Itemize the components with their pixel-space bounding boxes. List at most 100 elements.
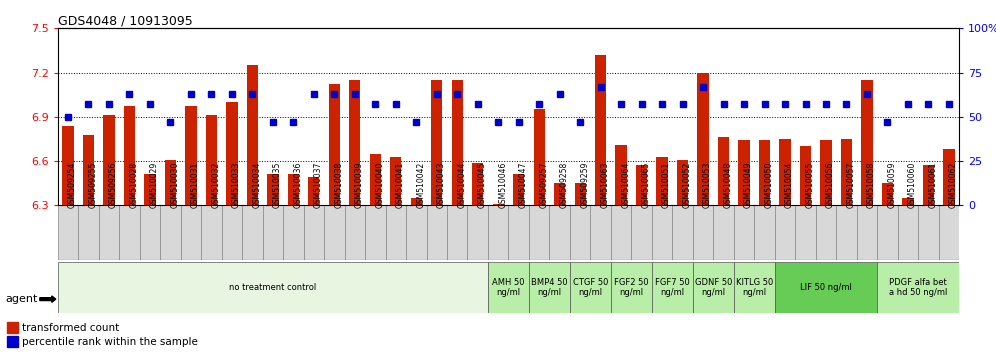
Bar bbox=[611, 262, 651, 313]
Bar bbox=[8, 322, 18, 333]
Bar bbox=[509, 205, 529, 260]
Text: agent: agent bbox=[5, 294, 38, 304]
Text: GSM510036: GSM510036 bbox=[294, 162, 303, 208]
Bar bbox=[734, 205, 754, 260]
Bar bbox=[570, 262, 611, 313]
Text: GSM510048: GSM510048 bbox=[723, 162, 733, 208]
Bar bbox=[775, 205, 795, 260]
Text: GSM510046: GSM510046 bbox=[498, 162, 507, 208]
Bar bbox=[139, 205, 160, 260]
Text: GSM510063: GSM510063 bbox=[601, 162, 610, 208]
Bar bbox=[99, 205, 120, 260]
Bar bbox=[718, 137, 729, 205]
Text: GSM509258: GSM509258 bbox=[560, 162, 569, 208]
Bar bbox=[759, 141, 770, 205]
Text: GSM509254: GSM509254 bbox=[68, 162, 77, 208]
Bar bbox=[821, 141, 832, 205]
Text: GSM509257: GSM509257 bbox=[539, 162, 548, 208]
Text: LIF 50 ng/ml: LIF 50 ng/ml bbox=[800, 283, 852, 292]
Text: GSM510039: GSM510039 bbox=[355, 162, 364, 208]
Bar bbox=[426, 205, 447, 260]
Bar bbox=[124, 107, 135, 205]
Text: GSM510049: GSM510049 bbox=[744, 162, 753, 208]
Bar bbox=[738, 141, 750, 205]
Bar bbox=[611, 205, 631, 260]
Text: GSM510060: GSM510060 bbox=[908, 162, 917, 208]
Text: GSM510035: GSM510035 bbox=[273, 162, 282, 208]
Bar bbox=[83, 135, 95, 205]
Bar bbox=[636, 165, 647, 205]
Text: GSM510041: GSM510041 bbox=[395, 162, 404, 208]
Text: GSM509255: GSM509255 bbox=[89, 162, 98, 208]
Text: GSM510054: GSM510054 bbox=[785, 162, 794, 208]
Bar bbox=[206, 115, 217, 205]
Text: GSM510052: GSM510052 bbox=[682, 162, 691, 208]
Bar bbox=[324, 205, 345, 260]
Bar bbox=[877, 205, 897, 260]
Text: GDS4048 / 10913095: GDS4048 / 10913095 bbox=[58, 14, 192, 27]
Text: percentile rank within the sample: percentile rank within the sample bbox=[23, 337, 198, 347]
Text: FGF7 50
ng/ml: FGF7 50 ng/ml bbox=[655, 278, 689, 297]
Text: GSM509259: GSM509259 bbox=[580, 162, 590, 208]
Text: GSM510062: GSM510062 bbox=[949, 162, 958, 208]
Text: PDGF alfa bet
a hd 50 ng/ml: PDGF alfa bet a hd 50 ng/ml bbox=[889, 278, 947, 297]
Text: transformed count: transformed count bbox=[23, 322, 120, 332]
Bar bbox=[651, 205, 672, 260]
Bar bbox=[795, 205, 816, 260]
Bar bbox=[267, 174, 279, 205]
Text: GSM510045: GSM510045 bbox=[478, 162, 487, 208]
Bar bbox=[881, 183, 893, 205]
Bar bbox=[247, 65, 258, 205]
Bar bbox=[529, 262, 570, 313]
Text: GDNF 50
ng/ml: GDNF 50 ng/ml bbox=[694, 278, 732, 297]
Bar bbox=[918, 205, 938, 260]
Bar bbox=[58, 262, 488, 313]
Text: GSM510029: GSM510029 bbox=[150, 162, 159, 208]
Bar bbox=[800, 146, 811, 205]
Text: GSM510028: GSM510028 bbox=[129, 162, 138, 208]
Bar bbox=[431, 80, 442, 205]
Text: KITLG 50
ng/ml: KITLG 50 ng/ml bbox=[736, 278, 773, 297]
Bar bbox=[345, 205, 366, 260]
Bar bbox=[651, 262, 693, 313]
Bar bbox=[222, 205, 242, 260]
Bar bbox=[288, 174, 299, 205]
Text: CTGF 50
ng/ml: CTGF 50 ng/ml bbox=[573, 278, 609, 297]
Bar bbox=[554, 183, 566, 205]
Text: GSM510056: GSM510056 bbox=[826, 162, 835, 208]
Bar bbox=[693, 205, 713, 260]
Text: GSM510055: GSM510055 bbox=[806, 162, 815, 208]
Bar bbox=[672, 205, 693, 260]
Text: GSM510064: GSM510064 bbox=[622, 162, 630, 208]
Bar bbox=[902, 198, 913, 205]
Text: GSM510043: GSM510043 bbox=[437, 162, 446, 208]
Bar bbox=[897, 205, 918, 260]
Bar bbox=[513, 174, 524, 205]
Bar bbox=[63, 126, 74, 205]
Bar bbox=[591, 205, 611, 260]
Text: AMH 50
ng/ml: AMH 50 ng/ml bbox=[492, 278, 525, 297]
Bar bbox=[120, 205, 139, 260]
Bar bbox=[164, 160, 176, 205]
Bar bbox=[616, 145, 626, 205]
Bar bbox=[780, 139, 791, 205]
Text: BMP4 50
ng/ml: BMP4 50 ng/ml bbox=[531, 278, 568, 297]
Bar bbox=[350, 80, 361, 205]
Text: GSM510057: GSM510057 bbox=[847, 162, 856, 208]
Bar bbox=[447, 205, 467, 260]
Text: GSM510042: GSM510042 bbox=[416, 162, 425, 208]
Bar bbox=[534, 109, 545, 205]
Bar bbox=[406, 205, 426, 260]
Bar bbox=[104, 115, 115, 205]
Bar bbox=[656, 156, 667, 205]
Bar bbox=[390, 156, 401, 205]
Bar bbox=[304, 205, 324, 260]
Bar bbox=[370, 154, 380, 205]
Text: GSM510065: GSM510065 bbox=[641, 162, 650, 208]
Bar bbox=[144, 174, 155, 205]
Bar bbox=[841, 139, 853, 205]
Bar bbox=[922, 165, 934, 205]
Bar bbox=[58, 205, 79, 260]
Text: GSM510053: GSM510053 bbox=[703, 162, 712, 208]
Text: GSM510034: GSM510034 bbox=[252, 162, 261, 208]
